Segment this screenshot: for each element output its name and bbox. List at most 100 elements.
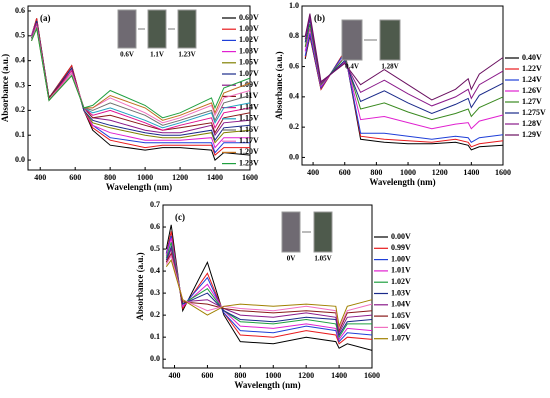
legend-label: 1.17V xyxy=(239,136,259,145)
legend-label: 0.00V xyxy=(391,232,411,241)
inset-label: 1.23V xyxy=(178,51,195,59)
legend-label: 1.03V xyxy=(391,288,411,297)
legend-label: 1.02V xyxy=(239,35,259,44)
y-tick-label: 0.6 xyxy=(15,6,25,15)
y-axis-label: Absorbance (a.u.) xyxy=(135,252,145,320)
legend-label: 1.00V xyxy=(239,24,259,33)
x-tick-label: 400 xyxy=(34,173,46,182)
inset-photo xyxy=(177,9,197,49)
x-tick-label: 400 xyxy=(307,168,319,177)
inset-photo xyxy=(117,9,137,49)
x-tick-label: 1000 xyxy=(400,168,416,177)
y-tick-label: 0.0 xyxy=(150,354,160,363)
legend-label: 1.14V xyxy=(239,102,259,111)
x-tick-label: 1600 xyxy=(242,173,258,182)
inset-label: 0.6V xyxy=(120,51,134,59)
series-line xyxy=(31,26,251,119)
x-tick-label: 1400 xyxy=(207,173,223,182)
x-tick-label: 800 xyxy=(104,173,116,182)
series-line xyxy=(304,24,504,121)
legend-label: 1.24V xyxy=(522,75,542,84)
y-tick-label: 0.6 xyxy=(150,222,160,231)
y-tick-label: 0.1 xyxy=(150,332,160,341)
series-line xyxy=(304,13,504,101)
legend-label: 0.40V xyxy=(522,53,542,62)
x-tick-label: 1400 xyxy=(331,371,347,380)
y-tick-label: 0.3 xyxy=(15,80,25,89)
series-line xyxy=(304,16,504,107)
y-tick-label: 0.4 xyxy=(15,55,25,64)
inset-photo xyxy=(379,19,401,61)
series-line xyxy=(304,34,504,148)
y-tick-label: 0.5 xyxy=(15,31,25,40)
y-tick-label: 0.7 xyxy=(150,200,160,209)
y-tick-label: 0.4 xyxy=(150,266,160,275)
y-tick-label: 0.1 xyxy=(15,130,25,139)
legend-label: 1.07V xyxy=(391,334,411,343)
legend-label: 0.60V xyxy=(239,13,259,22)
legend-label: 1.00V xyxy=(391,254,411,263)
inset-photo xyxy=(341,19,363,61)
y-tick-label: 0.5 xyxy=(150,244,160,253)
y-tick-label: 0.2 xyxy=(150,310,160,319)
x-tick-label: 600 xyxy=(201,371,213,380)
x-tick-label: 1600 xyxy=(364,371,380,380)
series-line xyxy=(304,28,504,130)
y-tick-label: 0.2 xyxy=(289,122,299,131)
series-line xyxy=(31,23,251,134)
legend-label: 1.05V xyxy=(239,58,259,67)
inset-label: 1.28V xyxy=(381,63,398,71)
x-tick-label: 1400 xyxy=(463,168,479,177)
inset-photo xyxy=(313,211,333,253)
panel-label: (b) xyxy=(314,13,325,23)
x-tick-label: 600 xyxy=(69,173,81,182)
x-tick-label: 1600 xyxy=(495,168,511,177)
x-tick-label: 1000 xyxy=(137,173,153,182)
y-tick-label: 0.4 xyxy=(289,92,299,101)
y-tick-label: 0.6 xyxy=(289,61,299,70)
legend-label: 1.15V xyxy=(239,114,259,123)
plot-frame xyxy=(301,5,504,166)
legend-label: 1.20V xyxy=(239,147,259,156)
legend-label: 1.07V xyxy=(239,69,259,78)
x-tick-label: 600 xyxy=(339,168,351,177)
inset-label: 1.1V xyxy=(150,51,164,59)
series-line xyxy=(304,36,504,151)
y-tick-label: 1.0 xyxy=(289,1,299,10)
legend-label: 1.01V xyxy=(391,266,411,275)
legend-label: 1.22V xyxy=(522,64,542,73)
plot-frame xyxy=(162,204,373,369)
panel: 400 600 800 1000 1200 1400 1600 0.0 0.2 0.4 0.6 0.8… xyxy=(274,1,546,187)
inset-label: 0V xyxy=(287,255,296,263)
panel-label: (c) xyxy=(175,212,185,222)
plot-frame xyxy=(27,5,251,171)
series-line xyxy=(31,26,251,121)
legend-label: 1.05V xyxy=(391,311,411,320)
panel: 400 600 800 1000 1200 1400 1600 0.0 0.1 0.2 0.3 0.4… xyxy=(0,5,259,192)
legend-label: 1.275V xyxy=(522,108,546,117)
inset-label: 1.05V xyxy=(314,255,331,263)
panel: 400 600 800 1000 1200 1400 1600 0.0 0.1 0.2 0.3 0.4… xyxy=(135,200,411,390)
legend-label: 1.04V xyxy=(391,300,411,309)
y-tick-label: 0.2 xyxy=(15,105,25,114)
x-tick-label: 800 xyxy=(370,168,382,177)
x-tick-label: 1200 xyxy=(298,371,314,380)
y-tick-label: 0.8 xyxy=(289,31,299,40)
x-tick-label: 400 xyxy=(169,371,181,380)
y-tick-label: 0.0 xyxy=(15,155,25,164)
inset-photo xyxy=(281,211,301,253)
series-line xyxy=(165,252,373,333)
x-axis-label: Wavelength (nm) xyxy=(106,182,172,192)
x-tick-label: 1200 xyxy=(172,173,188,182)
legend-label: 1.03V xyxy=(239,46,259,55)
legend-label: 1.28V xyxy=(522,119,542,128)
legend-label: 1.26V xyxy=(522,86,542,95)
y-axis-label: Absorbance (a.u.) xyxy=(0,54,10,122)
legend-label: 1.09V xyxy=(239,80,259,89)
series-line xyxy=(304,33,504,143)
x-tick-label: 1200 xyxy=(432,168,448,177)
y-axis-label: Absorbance (a.u.) xyxy=(274,51,284,119)
legend-label: 1.29V xyxy=(522,130,542,139)
x-tick-label: 800 xyxy=(234,371,246,380)
inset-label: 0.4V xyxy=(345,63,359,71)
